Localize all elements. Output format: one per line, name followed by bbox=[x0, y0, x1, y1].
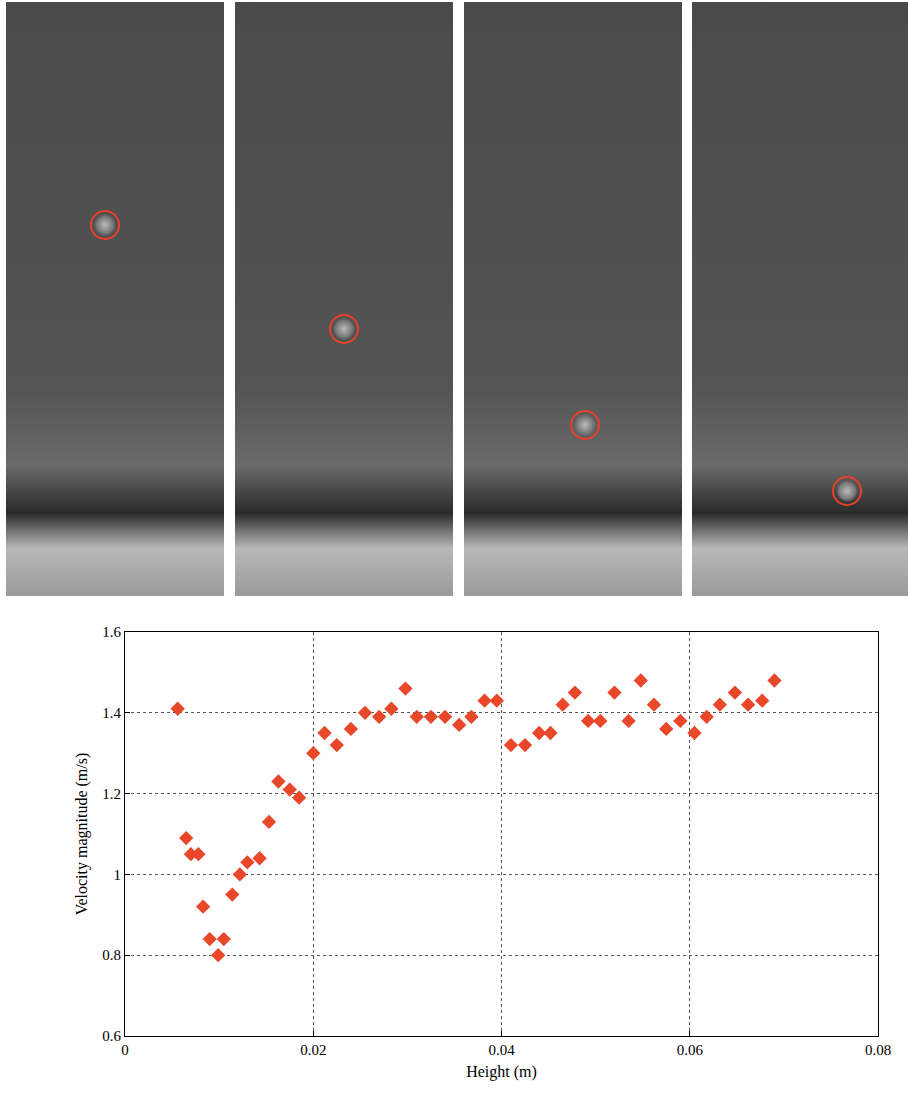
svg-text:1: 1 bbox=[114, 867, 122, 883]
svg-text:1.4: 1.4 bbox=[102, 705, 121, 721]
svg-text:1.2: 1.2 bbox=[102, 786, 121, 802]
svg-text:0.02: 0.02 bbox=[300, 1042, 326, 1058]
svg-text:0.8: 0.8 bbox=[102, 947, 121, 963]
svg-text:0.04: 0.04 bbox=[488, 1042, 515, 1058]
svg-text:Height (m): Height (m) bbox=[466, 1063, 537, 1081]
svg-text:0.6: 0.6 bbox=[102, 1028, 121, 1044]
svg-text:1.6: 1.6 bbox=[102, 624, 121, 640]
svg-text:0: 0 bbox=[121, 1042, 129, 1058]
svg-text:Velocity magnitude (m/s): Velocity magnitude (m/s) bbox=[73, 753, 91, 916]
svg-text:0.08: 0.08 bbox=[865, 1042, 891, 1058]
svg-text:0.06: 0.06 bbox=[677, 1042, 704, 1058]
